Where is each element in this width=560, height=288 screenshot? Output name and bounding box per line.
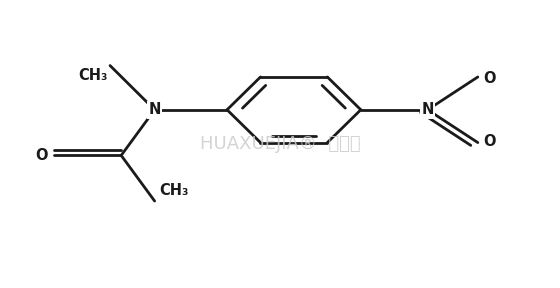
Text: CH₃: CH₃ — [78, 69, 108, 84]
Text: N: N — [148, 102, 161, 117]
Text: CH₃: CH₃ — [159, 183, 189, 198]
Text: O: O — [35, 148, 48, 163]
Text: HUAXUEJIA®  化学加: HUAXUEJIA® 化学加 — [200, 135, 360, 153]
Text: N: N — [422, 102, 434, 117]
Text: O: O — [483, 71, 496, 86]
Text: O: O — [483, 134, 496, 149]
